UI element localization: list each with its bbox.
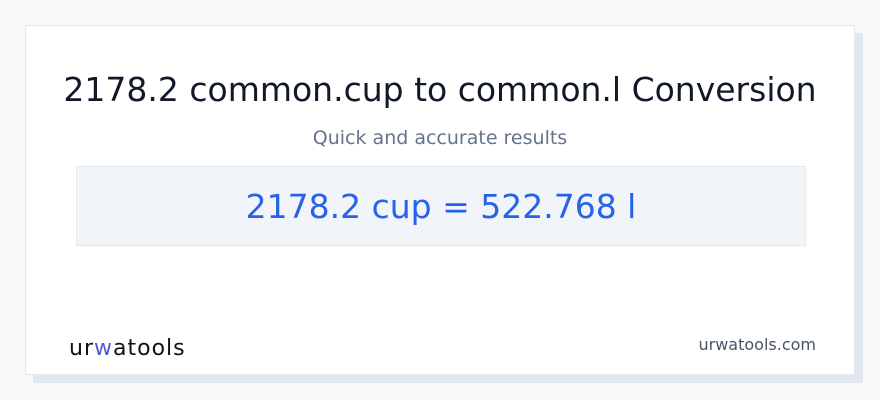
logo-accent: w [94, 336, 113, 361]
conversion-card: 2178.2 common.cup to common.l Conversion… [25, 25, 855, 375]
urwatools-logo: urwatools [69, 336, 186, 361]
logo-prefix: ur [69, 336, 94, 361]
conversion-result: 2178.2 cup = 522.768 l [76, 166, 806, 246]
page-subtitle: Quick and accurate results [312, 127, 568, 149]
logo-suffix: atools [113, 336, 186, 361]
site-link[interactable]: urwatools.com [698, 335, 817, 354]
page-title: 2178.2 common.cup to common.l Conversion [63, 70, 817, 109]
